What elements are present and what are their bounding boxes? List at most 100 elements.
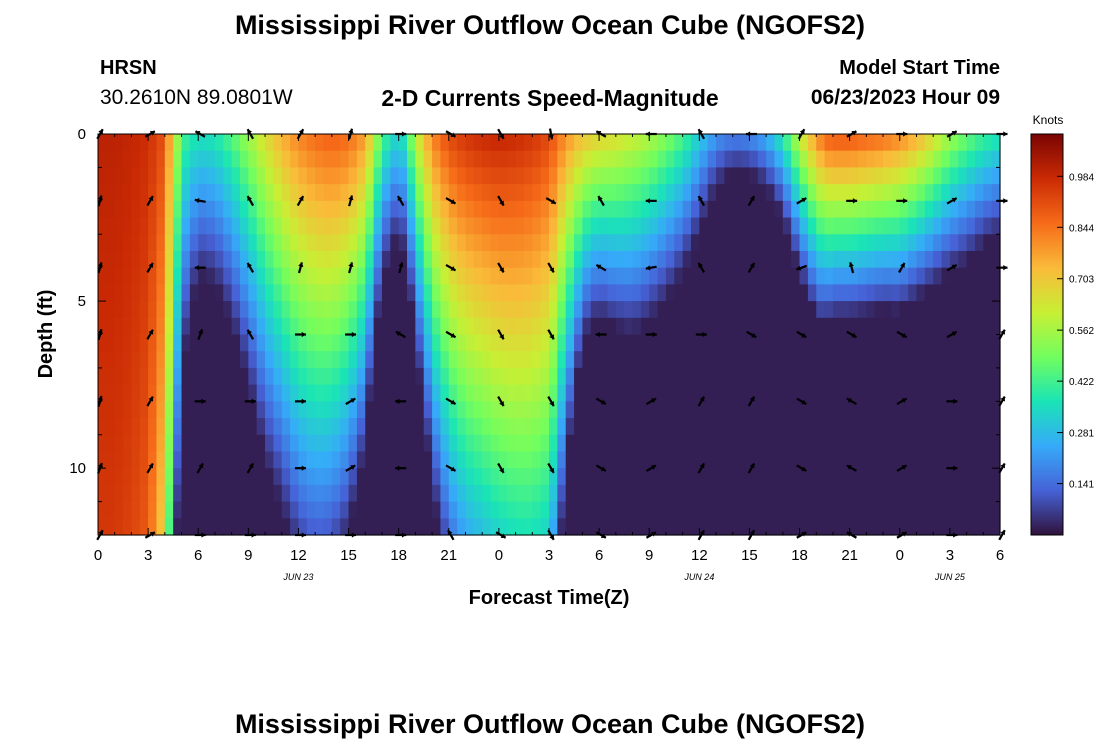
heatmap-cell bbox=[423, 234, 433, 252]
heatmap-cell bbox=[490, 284, 500, 302]
heatmap-cell bbox=[340, 134, 350, 152]
heatmap-cell bbox=[131, 217, 141, 235]
heatmap-cell bbox=[273, 518, 283, 536]
heatmap-cell bbox=[356, 134, 366, 152]
heatmap-cell bbox=[156, 351, 166, 369]
heatmap-cell bbox=[448, 217, 458, 235]
current-vector-arrow bbox=[846, 464, 857, 472]
heatmap-cell bbox=[256, 451, 266, 469]
heatmap-cell bbox=[807, 301, 817, 319]
heatmap-cell bbox=[799, 150, 809, 169]
heatmap-cell bbox=[724, 501, 734, 519]
heatmap-cell bbox=[390, 200, 400, 219]
heatmap-cell bbox=[949, 217, 959, 235]
heatmap-cell bbox=[281, 401, 291, 419]
heatmap-cell bbox=[131, 468, 141, 486]
heatmap-cell bbox=[331, 317, 341, 336]
heatmap-cell bbox=[807, 150, 817, 169]
heatmap-cell bbox=[248, 267, 258, 285]
heatmap-cell bbox=[381, 518, 391, 536]
heatmap-cell bbox=[883, 301, 893, 319]
heatmap-cell bbox=[540, 501, 550, 519]
heatmap-cell bbox=[164, 451, 174, 469]
heatmap-cell bbox=[498, 451, 508, 469]
heatmap-cell bbox=[949, 134, 959, 152]
y-tick-label: 0 bbox=[78, 126, 86, 143]
heatmap-cell bbox=[841, 484, 851, 503]
current-vector-arrow bbox=[396, 195, 405, 207]
heatmap-cell bbox=[248, 217, 258, 235]
heatmap-cell bbox=[849, 200, 859, 219]
heatmap-cell bbox=[181, 267, 191, 285]
heatmap-cell bbox=[749, 468, 759, 486]
heatmap-cell bbox=[373, 434, 383, 453]
heatmap-cell bbox=[983, 200, 993, 219]
heatmap-cell bbox=[465, 234, 475, 252]
heatmap-cell bbox=[766, 167, 776, 185]
heatmap-cell bbox=[415, 468, 425, 486]
heatmap-cell bbox=[699, 184, 709, 202]
heatmap-cell bbox=[515, 217, 525, 235]
heatmap-cell bbox=[841, 267, 851, 285]
heatmap-cell bbox=[557, 501, 567, 519]
heatmap-cell bbox=[340, 334, 350, 352]
heatmap-cell bbox=[181, 434, 191, 453]
heatmap-cell bbox=[674, 184, 684, 202]
x-tick-label: 9 bbox=[645, 547, 653, 564]
heatmap-cell bbox=[916, 234, 926, 252]
heatmap-cell bbox=[607, 217, 617, 235]
heatmap-cell bbox=[298, 267, 308, 285]
heatmap-cell bbox=[139, 200, 149, 219]
heatmap-cell bbox=[373, 351, 383, 369]
heatmap-cell bbox=[356, 250, 366, 269]
heatmap-cell bbox=[123, 317, 133, 336]
heatmap-cell bbox=[849, 518, 859, 536]
heatmap-cell bbox=[473, 284, 483, 302]
heatmap-cell bbox=[515, 468, 525, 486]
heatmap-cell bbox=[699, 451, 709, 469]
heatmap-cell bbox=[306, 184, 316, 202]
heatmap-cell bbox=[515, 250, 525, 269]
heatmap-cell bbox=[674, 150, 684, 169]
heatmap-cell bbox=[983, 518, 993, 536]
heatmap-cell bbox=[164, 384, 174, 402]
heatmap-cell bbox=[440, 501, 450, 519]
heatmap-cell bbox=[916, 250, 926, 269]
heatmap-cell bbox=[198, 401, 208, 419]
heatmap-cell bbox=[557, 384, 567, 402]
heatmap-cell bbox=[674, 484, 684, 503]
heatmap-cell bbox=[381, 451, 391, 469]
heatmap-cell bbox=[565, 200, 575, 219]
heatmap-cell bbox=[707, 250, 717, 269]
heatmap-cell bbox=[448, 501, 458, 519]
heatmap-cell bbox=[181, 334, 191, 352]
heatmap-cells bbox=[98, 134, 1001, 536]
heatmap-cell bbox=[281, 317, 291, 336]
heatmap-cell bbox=[290, 468, 300, 486]
heatmap-cell bbox=[891, 367, 901, 386]
heatmap-cell bbox=[315, 518, 325, 536]
heatmap-cell bbox=[173, 418, 183, 436]
heatmap-cell bbox=[682, 234, 692, 252]
heatmap-cell bbox=[440, 217, 450, 235]
heatmap-cell bbox=[490, 468, 500, 486]
heatmap-cell bbox=[407, 351, 416, 369]
heatmap-cell bbox=[265, 234, 274, 252]
heatmap-cell bbox=[599, 351, 609, 369]
heatmap-cell bbox=[123, 518, 133, 536]
heatmap-cell bbox=[164, 468, 174, 486]
heatmap-cell bbox=[866, 451, 876, 469]
heatmap-cell bbox=[899, 250, 909, 269]
heatmap-cell bbox=[340, 267, 350, 285]
heatmap-cell bbox=[983, 334, 993, 352]
heatmap-cell bbox=[674, 250, 684, 269]
heatmap-cell bbox=[924, 250, 934, 269]
heatmap-cell bbox=[582, 468, 592, 486]
heatmap-cell bbox=[607, 367, 617, 386]
heatmap-cell bbox=[540, 234, 550, 252]
heatmap-cell bbox=[457, 451, 467, 469]
heatmap-cell bbox=[323, 134, 333, 152]
heatmap-cell bbox=[239, 217, 249, 235]
heatmap-cell bbox=[448, 150, 458, 169]
heatmap-cell bbox=[148, 418, 158, 436]
